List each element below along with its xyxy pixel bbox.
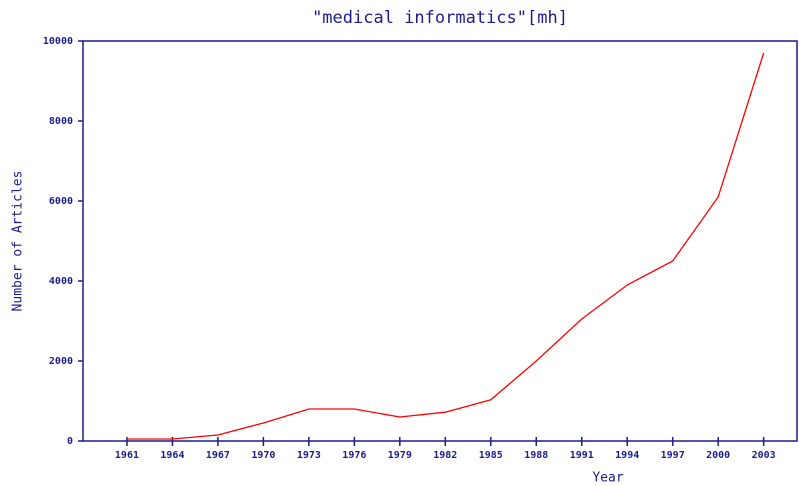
y-tick-label: 6000 xyxy=(49,196,73,207)
plot-frame xyxy=(82,40,798,442)
x-tick-label: 1961 xyxy=(115,450,139,461)
x-axis-label: Year xyxy=(592,471,623,486)
x-tick-label: 1979 xyxy=(388,450,412,461)
x-tick-label: 1964 xyxy=(160,450,184,461)
x-tick-label: 1994 xyxy=(615,450,639,461)
x-tick-label: 1997 xyxy=(661,450,685,461)
chart-title: "medical informatics"[mh] xyxy=(312,8,568,28)
x-tick-label: 1970 xyxy=(251,450,275,461)
y-axis-label: Number of Articles xyxy=(11,171,26,312)
y-tick-label: 0 xyxy=(67,436,73,447)
x-tick-label: 1976 xyxy=(342,450,366,461)
data-line xyxy=(126,52,765,440)
x-tick-label: 1988 xyxy=(524,450,548,461)
y-tick-label: 2000 xyxy=(49,356,73,367)
y-tick-label: 4000 xyxy=(49,276,73,287)
y-tick-label: 10000 xyxy=(43,36,73,47)
x-tick-label: 1991 xyxy=(570,450,594,461)
x-tick-label: 1982 xyxy=(433,450,457,461)
x-tick-label: 1967 xyxy=(206,450,230,461)
y-tick-label: 8000 xyxy=(49,116,73,127)
x-tick-label: 1985 xyxy=(479,450,503,461)
x-tick-label: 1973 xyxy=(297,450,321,461)
x-tick-label: 2003 xyxy=(752,450,776,461)
x-tick-label: 2000 xyxy=(706,450,730,461)
